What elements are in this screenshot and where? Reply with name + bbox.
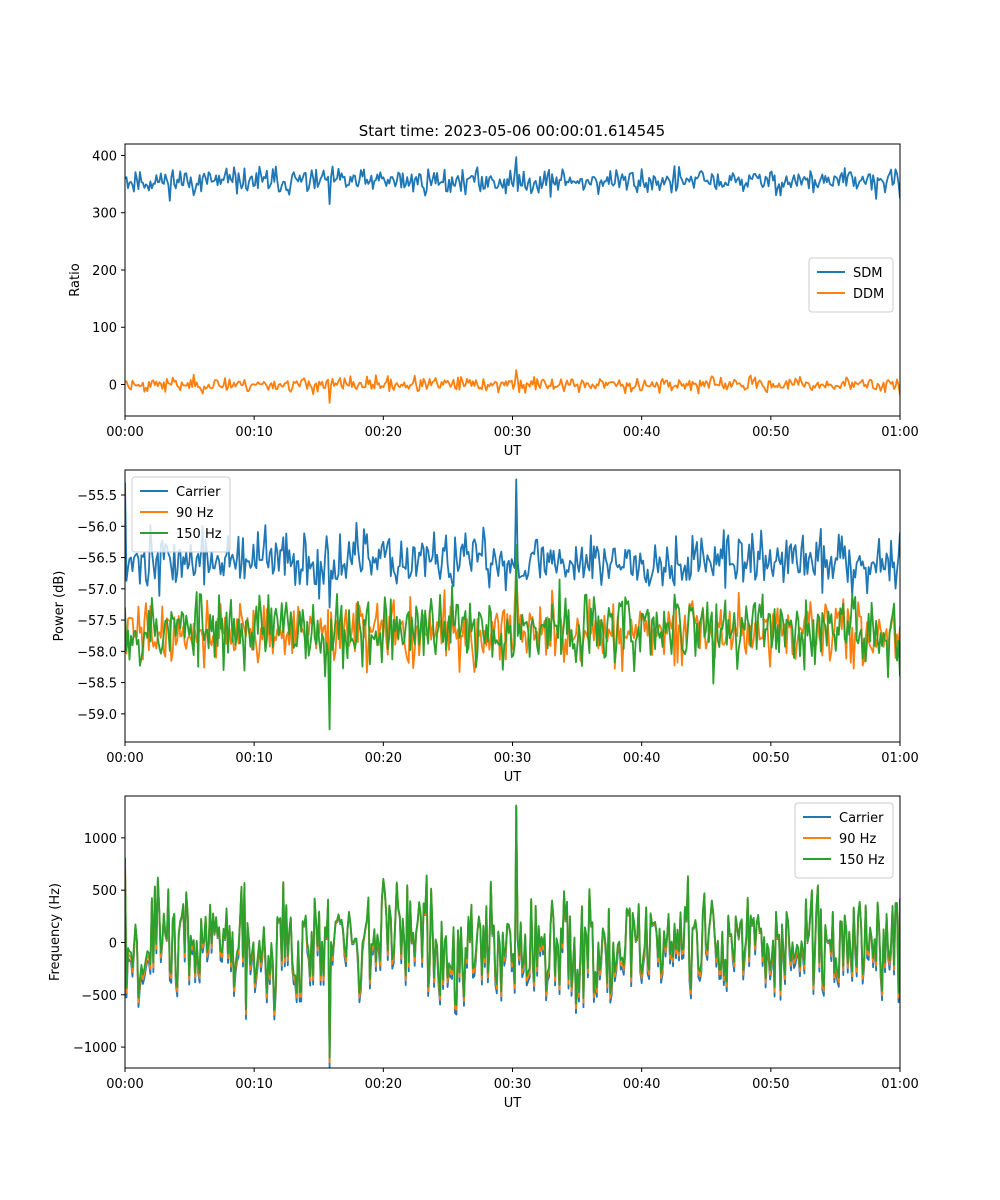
legend-label: Carrier bbox=[176, 485, 221, 500]
y-tick-label: −58.5 bbox=[77, 677, 117, 692]
x-tick-label: 00:10 bbox=[235, 1077, 272, 1092]
y-tick-label: 0 bbox=[109, 379, 117, 394]
x-tick-label: 00:20 bbox=[365, 425, 402, 440]
legend-label: 90 Hz bbox=[176, 506, 213, 521]
x-tick-label: 00:30 bbox=[494, 1077, 531, 1092]
y-tick-label: 100 bbox=[92, 321, 117, 336]
y-tick-label: −56.0 bbox=[77, 520, 117, 535]
series-line-carrier bbox=[125, 806, 900, 1068]
legend: SDM DDM bbox=[808, 257, 894, 313]
x-tick-label: 00:00 bbox=[106, 1077, 143, 1092]
y-tick-label: −55.5 bbox=[77, 489, 117, 504]
series-group bbox=[125, 156, 900, 404]
y-tick-label: 1000 bbox=[84, 832, 117, 847]
y-tick-label: −58.0 bbox=[77, 645, 117, 660]
x-tick-label: 00:50 bbox=[752, 425, 789, 440]
legend-label: SDM bbox=[853, 266, 882, 281]
series-line-90-hz bbox=[125, 805, 900, 1064]
axes-frame bbox=[124, 795, 901, 1069]
y-tick-label: 400 bbox=[92, 149, 117, 164]
series-line-150-hz bbox=[125, 544, 900, 731]
x-tick-label: 00:50 bbox=[752, 1077, 789, 1092]
series-line-ddm bbox=[125, 369, 900, 404]
x-tick-label: 00:00 bbox=[106, 751, 143, 766]
y-tick-label: −1000 bbox=[73, 1041, 117, 1056]
x-tick-label: 00:40 bbox=[623, 751, 660, 766]
x-axis-label: UT bbox=[504, 770, 522, 785]
series-line-carrier bbox=[125, 478, 900, 609]
legend: Carrier 90 Hz 150 Hz bbox=[794, 802, 894, 879]
legend-label: 150 Hz bbox=[839, 853, 885, 868]
y-tick-label: 200 bbox=[92, 264, 117, 279]
x-tick-label: 00:30 bbox=[494, 425, 531, 440]
x-tick-label: 00:30 bbox=[494, 751, 531, 766]
y-tick-label: −56.5 bbox=[77, 552, 117, 567]
series-line-sdm bbox=[125, 156, 900, 206]
chart-panel-2: 00:00 00:10 00:20 00:30 00:40 00:50 01:00 −55.5… bbox=[52, 469, 919, 785]
x-tick-label: 00:50 bbox=[752, 751, 789, 766]
y-axis-label: Frequency (Hz) bbox=[48, 883, 63, 981]
legend-label: 90 Hz bbox=[839, 832, 876, 847]
x-tick-label: 01:00 bbox=[881, 751, 918, 766]
x-tick-label: 00:10 bbox=[235, 425, 272, 440]
y-tick-label: 300 bbox=[92, 207, 117, 222]
legend-label: Carrier bbox=[839, 811, 884, 826]
x-tick-label: 00:40 bbox=[623, 425, 660, 440]
x-tick-label: 00:00 bbox=[106, 425, 143, 440]
legend-label: DDM bbox=[853, 287, 884, 302]
y-tick-label: 0 bbox=[109, 936, 117, 951]
y-axis-label: Ratio bbox=[68, 263, 83, 296]
y-tick-label: 500 bbox=[92, 884, 117, 899]
y-tick-label: −57.0 bbox=[77, 583, 117, 598]
series-line-150-hz bbox=[125, 804, 900, 1059]
axes-frame bbox=[124, 469, 901, 743]
chart-panel-1: 00:00 00:10 00:20 00:30 00:40 00:50 01:00 0 100 2… bbox=[68, 143, 919, 459]
chart-panel-3: 00:00 00:10 00:20 00:30 00:40 00:50 01:00 1000 5… bbox=[48, 795, 919, 1111]
x-axis-label: UT bbox=[504, 444, 522, 459]
figure-title: Start time: 2023-05-06 00:00:01.614545 bbox=[359, 122, 665, 140]
series-group bbox=[125, 478, 900, 731]
x-tick-label: 00:20 bbox=[365, 751, 402, 766]
x-tick-label: 00:10 bbox=[235, 751, 272, 766]
x-tick-label: 01:00 bbox=[881, 1077, 918, 1092]
y-tick-label: −59.0 bbox=[77, 708, 117, 723]
y-axis-label: Power (dB) bbox=[52, 571, 67, 642]
legend: Carrier 90 Hz 150 Hz bbox=[131, 476, 231, 553]
y-tick-label: −57.5 bbox=[77, 614, 117, 629]
x-tick-label: 00:20 bbox=[365, 1077, 402, 1092]
series-group bbox=[125, 804, 900, 1068]
x-axis-label: UT bbox=[504, 1096, 522, 1111]
y-tick-label: −500 bbox=[81, 989, 117, 1004]
x-tick-label: 01:00 bbox=[881, 425, 918, 440]
legend-label: 150 Hz bbox=[176, 527, 222, 542]
x-tick-label: 00:40 bbox=[623, 1077, 660, 1092]
